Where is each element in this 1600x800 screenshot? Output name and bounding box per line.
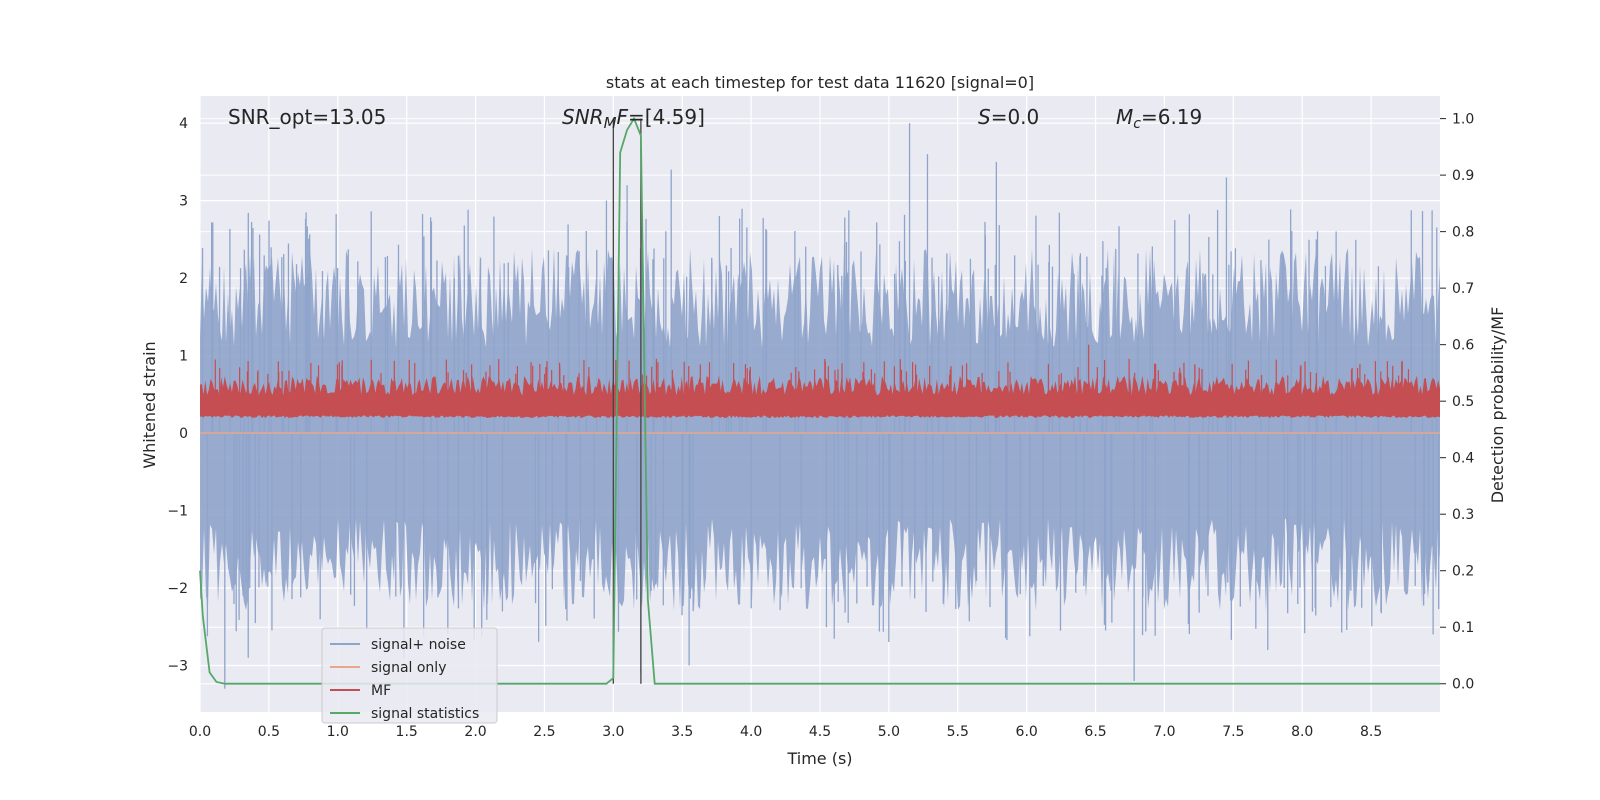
x-tick-label: 5.0 bbox=[878, 724, 900, 740]
y-right-tick-label: 0.6 bbox=[1452, 338, 1474, 354]
y-axis-ticks-left: −3 −2 −1 0 1 2 3 4 bbox=[167, 116, 188, 674]
annotation-snr-opt: SNR_opt=13.05 bbox=[228, 105, 386, 129]
x-tick-label: 1.0 bbox=[327, 724, 349, 740]
chart-title: stats at each timestep for test data 116… bbox=[606, 73, 1034, 92]
y-right-tick-label: 0.9 bbox=[1452, 168, 1474, 184]
x-tick-label: 8.0 bbox=[1291, 724, 1313, 740]
y-tick-label: 4 bbox=[179, 116, 188, 132]
x-axis-ticks: 0.0 0.5 1.0 1.5 2.0 2.5 3.0 3.5 4.0 4.5 5.0 5.5 6.0 6… bbox=[189, 724, 1382, 740]
legend-label-1: signal only bbox=[371, 660, 446, 676]
x-tick-label: 3.0 bbox=[602, 724, 624, 740]
y-right-tick-label: 0.7 bbox=[1452, 281, 1474, 297]
legend: signal+ noise signal only MF signal statist… bbox=[321, 627, 498, 724]
x-tick-label: 6.5 bbox=[1084, 724, 1106, 740]
x-tick-label: 3.5 bbox=[671, 724, 693, 740]
y-tick-label: −1 bbox=[167, 504, 188, 520]
annotation-snr-mf: SNRMF=[4.59] bbox=[562, 105, 705, 132]
y-right-tick-label: 0.4 bbox=[1452, 451, 1474, 467]
x-tick-label: 8.5 bbox=[1360, 724, 1382, 740]
signal-statistics-series bbox=[199, 116, 1440, 685]
x-tick-label: 4.5 bbox=[809, 724, 831, 740]
y-tick-label: 2 bbox=[179, 271, 188, 287]
x-tick-label: 0.0 bbox=[189, 724, 211, 740]
x-tick-label: 4.0 bbox=[740, 724, 762, 740]
y-right-tick-label: 0.0 bbox=[1452, 677, 1474, 693]
x-tick-label: 2.5 bbox=[533, 724, 555, 740]
signal-noise-band bbox=[200, 247, 1440, 612]
annotation-mc-value: Mc=6.19 bbox=[1116, 105, 1202, 132]
mf-series bbox=[214, 344, 1410, 402]
x-tick-label: 1.5 bbox=[396, 724, 418, 740]
y-right-tick-label: 0.3 bbox=[1452, 507, 1474, 523]
legend-label-0: signal+ noise bbox=[371, 637, 466, 653]
y-right-tick-label: 0.5 bbox=[1452, 394, 1474, 410]
x-tick-label: 6.0 bbox=[1016, 724, 1038, 740]
y-axis-ticks-right: 0.0 0.1 0.2 0.3 0.4 0.5 0.6 0.7 0.8 0.9 1.0 bbox=[1440, 112, 1474, 693]
x-axis-label: Time (s) bbox=[786, 749, 852, 768]
x-tick-label: 0.5 bbox=[258, 724, 280, 740]
legend-box bbox=[321, 627, 498, 724]
y-right-tick-label: 0.8 bbox=[1452, 225, 1474, 241]
marker-lines bbox=[612, 118, 642, 684]
y-tick-label: −2 bbox=[167, 581, 188, 597]
mf-band bbox=[200, 375, 1440, 419]
x-tick-label: 7.0 bbox=[1153, 724, 1175, 740]
y-right-tick-label: 1.0 bbox=[1452, 112, 1474, 128]
legend-label-3: signal statistics bbox=[371, 706, 479, 722]
legend-label-2: MF bbox=[371, 683, 391, 699]
annotation-s-value: S=0.0 bbox=[978, 105, 1039, 129]
x-tick-label: 7.5 bbox=[1222, 724, 1244, 740]
y-tick-label: 3 bbox=[179, 194, 188, 210]
y-right-tick-label: 0.2 bbox=[1452, 564, 1474, 580]
y-tick-label: 1 bbox=[179, 349, 188, 365]
y-axis-label: Whitened strain bbox=[140, 341, 159, 468]
y-right-tick-label: 0.1 bbox=[1452, 620, 1474, 636]
y-tick-label: 0 bbox=[179, 426, 188, 442]
x-tick-label: 2.0 bbox=[464, 724, 486, 740]
x-tick-label: 5.5 bbox=[947, 724, 969, 740]
y-axis-label-right: Detection probability/MF bbox=[1488, 307, 1507, 504]
y-tick-label: −3 bbox=[167, 659, 188, 675]
